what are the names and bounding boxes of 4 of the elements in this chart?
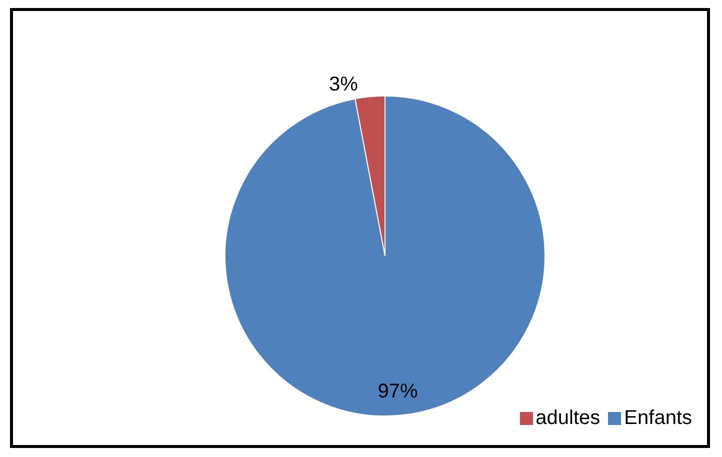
data-label: 3% [329, 74, 358, 96]
legend-label: adultes [534, 407, 600, 430]
legend-label: Enfants [623, 407, 692, 430]
data-label: 97% [378, 380, 418, 402]
